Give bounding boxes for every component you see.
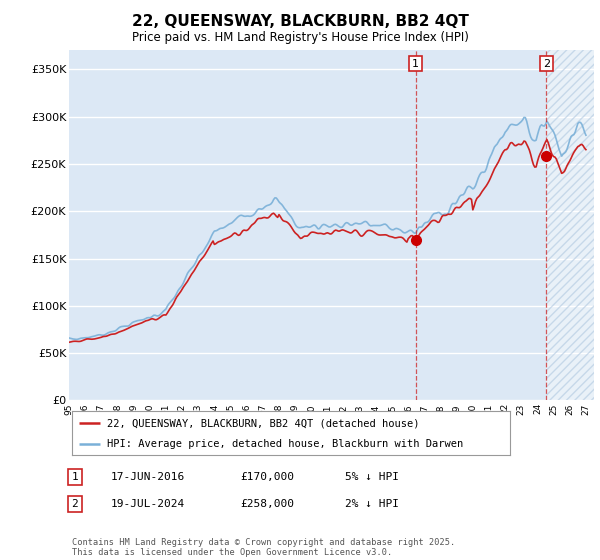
Text: 2% ↓ HPI: 2% ↓ HPI [345, 499, 399, 509]
Text: 22, QUEENSWAY, BLACKBURN, BB2 4QT: 22, QUEENSWAY, BLACKBURN, BB2 4QT [131, 14, 469, 29]
Text: Price paid vs. HM Land Registry's House Price Index (HPI): Price paid vs. HM Land Registry's House … [131, 31, 469, 44]
Text: £170,000: £170,000 [240, 472, 294, 482]
Text: 22, QUEENSWAY, BLACKBURN, BB2 4QT (detached house): 22, QUEENSWAY, BLACKBURN, BB2 4QT (detac… [107, 418, 419, 428]
Text: 2: 2 [71, 499, 79, 509]
Text: 1: 1 [71, 472, 79, 482]
Text: HPI: Average price, detached house, Blackburn with Darwen: HPI: Average price, detached house, Blac… [107, 439, 463, 449]
Text: Contains HM Land Registry data © Crown copyright and database right 2025.
This d: Contains HM Land Registry data © Crown c… [72, 538, 455, 557]
Text: 17-JUN-2016: 17-JUN-2016 [111, 472, 185, 482]
Bar [547, 50, 594, 400]
Text: £258,000: £258,000 [240, 499, 294, 509]
Text: 2: 2 [543, 59, 550, 69]
Text: 5% ↓ HPI: 5% ↓ HPI [345, 472, 399, 482]
Text: 19-JUL-2024: 19-JUL-2024 [111, 499, 185, 509]
Text: 1: 1 [412, 59, 419, 69]
